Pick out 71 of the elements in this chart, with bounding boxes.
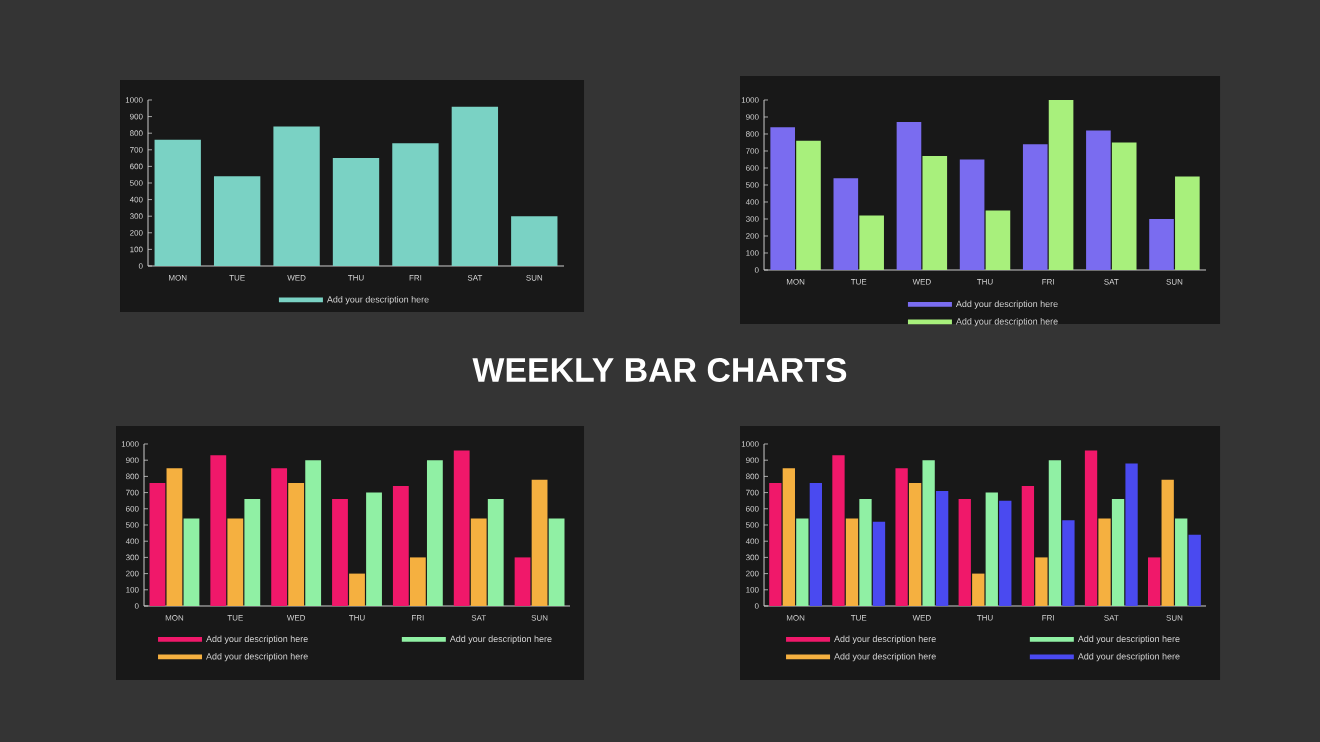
bar (531, 479, 548, 606)
bar (769, 482, 782, 606)
bar (451, 106, 499, 266)
bar (859, 215, 884, 270)
bar (770, 127, 795, 270)
bar (859, 499, 872, 606)
bar (1048, 460, 1062, 606)
bar (809, 482, 823, 606)
bar (213, 176, 261, 266)
bar (958, 499, 971, 606)
bar (1161, 479, 1174, 606)
bar (366, 492, 382, 606)
bar (470, 518, 487, 606)
bar (782, 468, 795, 606)
bar (227, 518, 244, 606)
bar (985, 492, 998, 606)
bar (833, 178, 859, 270)
bar (183, 518, 200, 606)
bar (166, 468, 183, 606)
bar (349, 573, 365, 606)
bar (959, 159, 985, 270)
bar (1098, 518, 1111, 606)
bar (273, 126, 320, 266)
bar (409, 557, 426, 606)
bar (392, 143, 439, 266)
bar (922, 460, 935, 606)
bar (972, 573, 985, 606)
bar (872, 521, 886, 606)
bar (244, 499, 261, 606)
bar (426, 460, 443, 606)
bar (548, 518, 565, 606)
bar (1125, 463, 1138, 606)
bar (1062, 520, 1075, 606)
bar (832, 455, 845, 606)
bar (154, 139, 201, 266)
bar (1084, 450, 1098, 606)
bar (305, 460, 322, 606)
bar (210, 455, 227, 606)
bar (487, 499, 504, 606)
bar (1048, 99, 1074, 270)
bar (935, 490, 949, 606)
bar (985, 210, 1011, 270)
bar (796, 140, 821, 270)
bar (288, 482, 305, 606)
bar (1022, 144, 1048, 270)
bar (453, 450, 470, 606)
bar (999, 500, 1012, 606)
bar (332, 158, 380, 266)
bar (796, 518, 809, 606)
text: WEEKLY BAR CHARTS (472, 358, 847, 382)
bar (845, 518, 859, 606)
bar (896, 122, 922, 270)
bar (1111, 142, 1137, 270)
bar (332, 499, 348, 606)
bar (511, 216, 558, 266)
bar (514, 557, 531, 606)
bar (1021, 486, 1035, 606)
bar (392, 486, 409, 606)
bar (1035, 557, 1048, 606)
bar (1148, 557, 1161, 606)
bar (1149, 218, 1174, 270)
bar (908, 482, 922, 606)
bar (271, 468, 288, 606)
bar (149, 482, 166, 606)
bar (895, 468, 908, 606)
bar (1086, 130, 1111, 270)
bar (1175, 176, 1200, 270)
bar (1111, 499, 1125, 606)
bar (922, 156, 948, 270)
bar (1188, 534, 1201, 606)
bar (1175, 518, 1188, 606)
